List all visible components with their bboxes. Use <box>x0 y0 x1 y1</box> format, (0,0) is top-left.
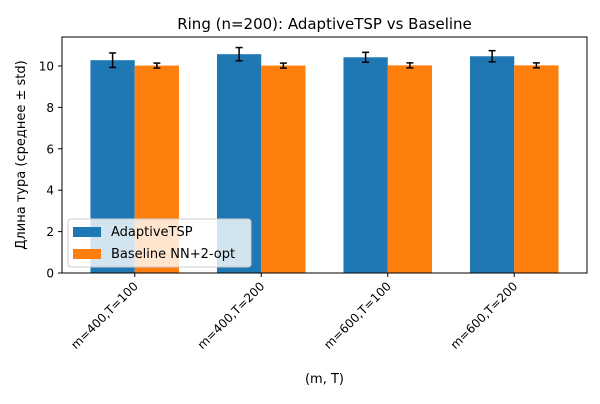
bar-baseline-nn-2-opt-3 <box>387 65 433 273</box>
bar-baseline-nn-2-opt-2 <box>261 65 306 273</box>
y-tick-label-0: 0 <box>46 267 54 281</box>
error-bar-baseline-nn-2-opt-4 <box>532 62 540 69</box>
y-tick-label-1: 2 <box>46 225 54 239</box>
y-axis-label: Длина тура (среднее ± std) <box>14 60 29 249</box>
error-bar-baseline-nn-2-opt-3 <box>406 62 414 69</box>
bars-layer <box>90 46 559 274</box>
legend-label-adaptivetsp: AdaptiveTSP <box>111 225 193 240</box>
error-bar-adaptivetsp-2 <box>235 46 243 62</box>
y-tick-label-3: 6 <box>46 142 54 156</box>
bar-baseline-nn-2-opt-4 <box>514 65 559 273</box>
y-tick-label-4: 8 <box>46 101 54 115</box>
bar-adaptivetsp-4 <box>469 56 515 274</box>
error-bar-baseline-nn-2-opt-1 <box>153 62 161 69</box>
chart-title: Ring (n=200): AdaptiveTSP vs Baseline <box>177 15 472 33</box>
legend-swatch-adaptivetsp <box>73 227 101 237</box>
error-bar-baseline-nn-2-opt-2 <box>279 62 287 69</box>
y-tick-label-2: 4 <box>46 184 54 198</box>
legend-box <box>67 218 252 268</box>
y-tick-label-5: 10 <box>39 59 54 73</box>
legend-swatch-baseline <box>73 249 101 259</box>
plot-frame <box>61 36 588 274</box>
x-axis-label: (m, T) <box>305 372 344 387</box>
error-bar-adaptivetsp-3 <box>362 51 370 64</box>
legend-label-baseline: Baseline NN+2-opt <box>111 247 235 262</box>
error-bar-adaptivetsp-1 <box>109 52 117 69</box>
bar-adaptivetsp-3 <box>343 57 388 273</box>
legend: AdaptiveTSP Baseline NN+2-opt <box>67 218 252 268</box>
error-bar-adaptivetsp-4 <box>488 49 496 63</box>
